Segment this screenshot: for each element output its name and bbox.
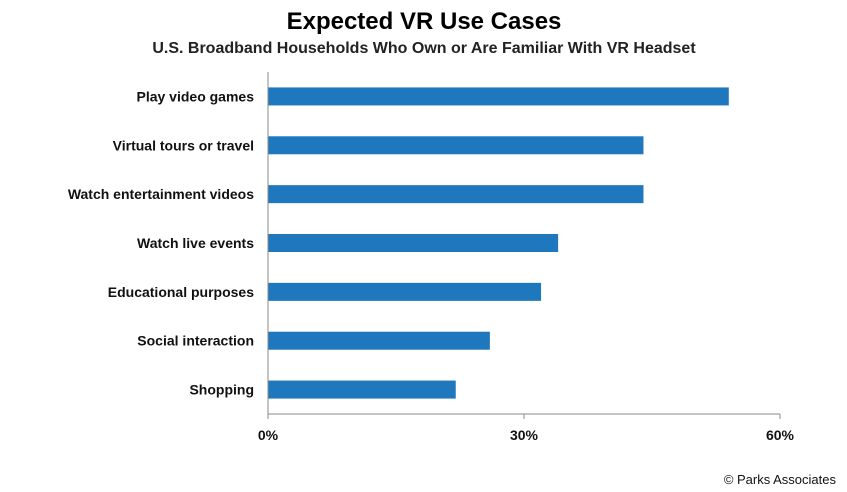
chart-title: Expected VR Use Cases — [287, 8, 562, 35]
axis-group: 0% 30% 60% — [258, 72, 795, 443]
category-label: Educational purposes — [108, 284, 254, 300]
bar-shopping — [268, 380, 456, 399]
bars-group — [268, 87, 729, 399]
category-label: Play video games — [136, 88, 254, 104]
category-label: Watch live events — [137, 235, 254, 251]
bar-play-video-games — [268, 87, 729, 106]
bar-watch-entertainment-videos — [268, 185, 644, 204]
bar-social-interaction — [268, 331, 490, 350]
bar-virtual-tours-or-travel — [268, 136, 644, 155]
credit-text: © Parks Associates — [724, 472, 837, 487]
x-tick-label: 0% — [258, 427, 279, 443]
chart-subtitle: U.S. Broadband Households Who Own or Are… — [152, 40, 696, 57]
x-tick-label: 30% — [510, 427, 539, 443]
category-label: Shopping — [189, 382, 254, 398]
category-label: Watch entertainment videos — [68, 186, 254, 202]
category-label: Virtual tours or travel — [113, 137, 254, 153]
category-labels-group: Play video games Virtual tours or travel W… — [68, 88, 254, 397]
bar-educational-purposes — [268, 282, 542, 301]
x-tick-label: 60% — [766, 427, 795, 443]
category-label: Social interaction — [137, 333, 254, 349]
bar-watch-live-events — [268, 234, 559, 252]
